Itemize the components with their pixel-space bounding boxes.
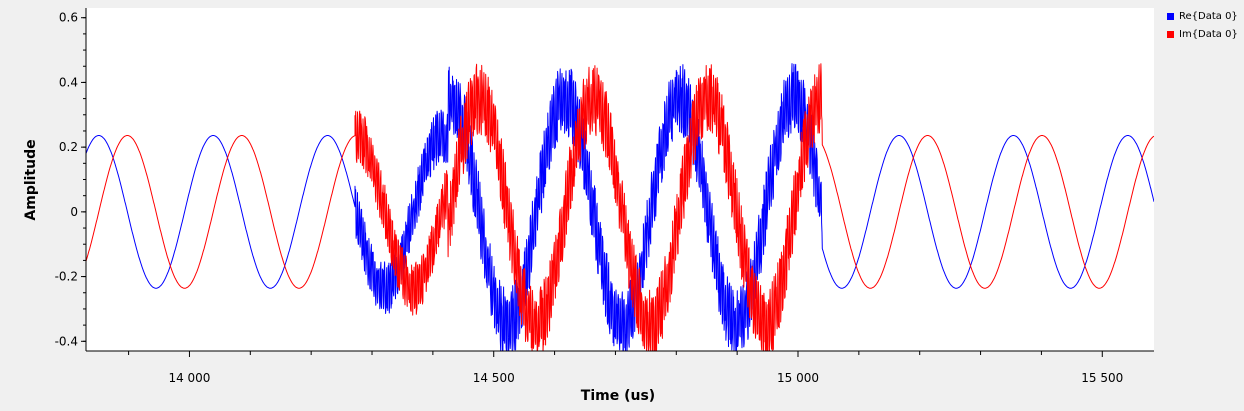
y-axis-title: Amplitude xyxy=(23,139,39,220)
legend: Re{Data 0} Im{Data 0} xyxy=(1158,6,1240,42)
plot-area xyxy=(86,8,1154,351)
y-tick-label: 0.4 xyxy=(59,75,78,89)
x-tick-label: 14 000 xyxy=(168,371,210,385)
series-line-1 xyxy=(86,63,1154,351)
x-axis-title: Time (us) xyxy=(581,388,655,404)
legend-label-re: Re{Data 0} xyxy=(1179,10,1238,22)
y-tick-label: 0.2 xyxy=(59,140,78,154)
legend-label-im: Im{Data 0} xyxy=(1179,28,1238,40)
y-tick-label: -0.4 xyxy=(55,334,78,348)
series-line-0 xyxy=(86,63,1154,351)
y-tick-label: 0.6 xyxy=(59,11,78,25)
legend-swatch-re xyxy=(1167,12,1174,20)
y-axis-ticks: 0.6 0.4 0.2 0 -0.2 -0.4 xyxy=(55,11,86,348)
y-tick-label: -0.2 xyxy=(55,270,78,284)
x-axis-ticks: 14 000 14 500 15 000 15 500 xyxy=(128,351,1123,385)
x-tick-label: 15 000 xyxy=(777,371,819,385)
legend-item-im[interactable]: Im{Data 0} xyxy=(1158,26,1240,42)
x-tick-label: 14 500 xyxy=(473,371,515,385)
y-tick-label: 0 xyxy=(70,205,78,219)
x-tick-label: 15 500 xyxy=(1081,371,1123,385)
series-layer xyxy=(86,63,1154,351)
legend-swatch-im xyxy=(1167,30,1174,38)
legend-item-re[interactable]: Re{Data 0} xyxy=(1158,8,1240,24)
